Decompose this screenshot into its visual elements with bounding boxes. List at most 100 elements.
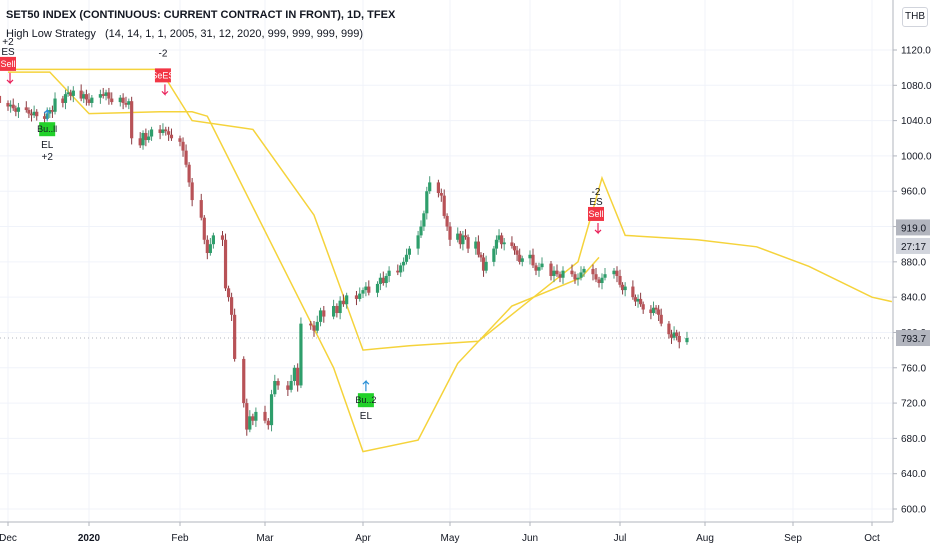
candle-body [615,270,619,276]
candle-body [205,239,209,254]
candle [419,220,423,239]
candle-body [199,200,203,218]
candle-body [48,110,52,114]
candle-body [639,298,643,305]
candle [416,230,420,255]
candle [537,262,541,277]
candle [141,130,145,150]
candle-body [425,191,429,214]
buy-arrow-icon [362,379,370,392]
candle-body [396,270,400,273]
candle [338,296,342,320]
x-tick-label: Aug [696,533,714,544]
candle-body [11,104,15,109]
candle-body [667,323,671,335]
candle [242,356,246,408]
candle [463,229,468,240]
candle-body [69,92,73,96]
candle-body [312,325,316,331]
y-tick-label: 1000.0 [901,151,932,162]
candle [69,89,73,101]
candle-body [130,101,134,139]
candle-body [672,332,676,338]
candle [322,305,326,323]
candle [341,294,345,307]
candle-body [322,310,326,317]
candle-body [497,235,501,240]
current-price-tag-bg [896,330,930,347]
candle [549,260,553,281]
candle-body [98,94,102,98]
candle [335,303,339,318]
x-tick-label: Jun [522,533,538,544]
candle-body [456,233,460,240]
candle-layer [0,84,689,436]
signal-box [357,393,374,408]
candle-body [110,98,114,103]
chart-title[interactable]: SET50 INDEX (CONTINUOUS: CURRENT CONTRAC… [6,9,396,21]
signal-label: ES [1,47,15,58]
candle-body [378,277,382,284]
candle [90,95,94,108]
currency-button[interactable]: THB [902,7,928,27]
candle [53,92,57,115]
candle-body [107,92,111,99]
indicator-legend[interactable]: High Low Strategy (14, 14, 1, 1, 2005, 3… [6,28,363,40]
candle-body [620,284,625,291]
candle [510,236,514,249]
candle [439,188,443,202]
candle-body [402,261,406,266]
candle [289,374,293,393]
candle-body [82,94,86,99]
candle-body [138,138,142,146]
candle [651,301,656,316]
candle-body [381,277,385,284]
candle-body [149,129,154,137]
signal-qty: -2 [158,48,167,59]
candle-body [266,420,270,426]
candle-body [245,403,249,430]
candle-body [286,385,290,390]
candle-body [416,235,420,249]
candle-body [502,242,506,245]
candle-body [90,97,94,103]
candle [378,273,382,291]
candle-body [27,110,31,114]
candle-body [476,241,480,255]
candle-body [254,411,258,421]
candle [603,268,607,281]
candle [649,305,653,320]
candle-body [387,270,391,276]
signal-box-label: SeES [151,70,174,80]
candle [612,268,616,279]
candle [144,128,148,147]
candle-body [436,182,440,193]
candle [147,130,151,143]
candle [456,227,460,243]
candle [245,398,249,436]
candle-body [600,277,604,284]
candle [254,407,258,427]
candle-body [251,416,255,421]
candle-body [594,274,598,280]
candle-body [528,254,532,259]
candle [633,294,638,306]
candle-body [127,101,131,105]
candle-body [181,141,185,151]
candle [623,282,627,297]
sell-signal: Sell +2ES [0,37,16,85]
x-tick-label: Dec [0,533,17,544]
candle-body [579,272,583,278]
candle-body [685,338,689,343]
indicator-name: High Low Strategy [6,28,96,40]
candle-body [463,235,468,238]
candle [422,210,426,231]
candle-body [289,381,293,390]
candle-body [558,274,562,278]
candle-body [510,242,514,246]
candle [669,329,674,344]
